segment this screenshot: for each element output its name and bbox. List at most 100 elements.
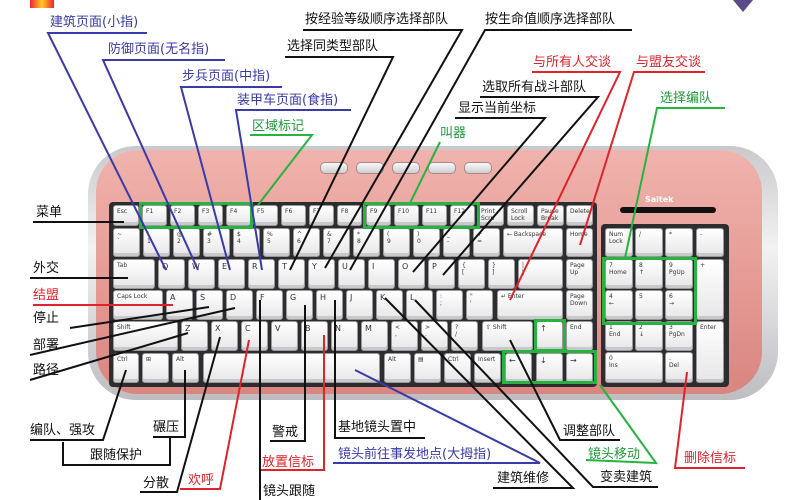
media-button xyxy=(428,162,456,174)
line-talk-all xyxy=(509,71,622,301)
label-sell: 变卖建筑 xyxy=(600,470,653,485)
key[interactable]: * xyxy=(665,228,693,257)
label-place-beacon: 放置信标 xyxy=(262,455,315,470)
key[interactable]: 5 xyxy=(635,290,663,320)
key[interactable]: + xyxy=(696,259,724,320)
line-crush xyxy=(153,370,186,438)
key[interactable]: 8 ↑ xyxy=(635,259,663,289)
key[interactable]: { [ xyxy=(458,259,485,289)
key[interactable]: E xyxy=(218,259,245,289)
key[interactable]: Page Down xyxy=(566,290,593,320)
key[interactable]: K xyxy=(376,290,403,320)
label-menu: 菜单 xyxy=(36,205,63,220)
key[interactable]: ↵ Enter xyxy=(497,290,563,320)
key[interactable]: ~ ` xyxy=(113,228,140,257)
label-repair: 建筑维修 xyxy=(497,471,550,486)
key[interactable]: / xyxy=(635,228,663,257)
key[interactable]: A xyxy=(166,290,193,320)
key[interactable]: " ' xyxy=(466,290,493,320)
key[interactable]: Ctrl xyxy=(444,353,471,383)
label-cheer: 欢呼 xyxy=(188,473,215,488)
key[interactable]: Page Up xyxy=(566,259,593,289)
key[interactable]: V xyxy=(271,321,298,351)
key[interactable]: ⇧ Shift xyxy=(482,321,533,351)
key[interactable]: 2 ↓ xyxy=(635,321,663,351)
key[interactable]: Tab xyxy=(113,259,155,289)
key[interactable]: W xyxy=(188,259,215,289)
key[interactable]: Delete xyxy=(566,205,593,226)
key[interactable]: # 3 xyxy=(203,228,230,257)
line-camera-move xyxy=(585,384,659,465)
label-alliance: 结盟 xyxy=(33,288,60,303)
key[interactable]: G xyxy=(286,290,313,320)
key[interactable]: Scroll Lock xyxy=(507,205,534,226)
key[interactable]: Home xyxy=(566,228,593,257)
brand-logo: Saitek xyxy=(645,195,674,204)
key[interactable]: 4 ← xyxy=(605,290,633,320)
key[interactable]: 9 PgUp xyxy=(665,259,693,289)
line-sell xyxy=(414,299,658,488)
label-crush: 碾压 xyxy=(153,420,180,435)
key[interactable]: ? / xyxy=(451,321,478,351)
key[interactable]: : ; xyxy=(436,290,463,320)
key[interactable]: % 5 xyxy=(263,228,290,257)
label-diplomacy: 外交 xyxy=(33,261,60,276)
key[interactable]: P xyxy=(428,259,455,289)
key[interactable]: F1 xyxy=(142,205,167,226)
key[interactable]: ⊞ xyxy=(142,353,169,383)
key[interactable]: } ] xyxy=(488,259,515,289)
key[interactable]: → xyxy=(566,353,593,383)
key[interactable]: Z xyxy=(181,321,208,351)
key[interactable]: F10 xyxy=(394,205,419,226)
key[interactable]: ▤ xyxy=(414,353,441,383)
key[interactable]: 7 Home xyxy=(605,259,633,289)
key[interactable]: ^ 6 xyxy=(293,228,320,257)
line-guard xyxy=(270,305,306,442)
key[interactable]: I xyxy=(368,259,395,289)
line-place-beacon xyxy=(260,335,325,471)
key[interactable]: Y xyxy=(308,259,335,289)
label-scatter: 分散 xyxy=(143,476,170,491)
indicator-slot xyxy=(620,207,716,213)
key[interactable]: U xyxy=(338,259,365,289)
key[interactable]: T xyxy=(278,259,305,289)
line-path xyxy=(29,332,189,381)
key[interactable]: H xyxy=(316,290,343,320)
key[interactable]: ( 9 xyxy=(383,228,410,257)
key[interactable]: Esc xyxy=(113,205,139,226)
key[interactable]: * 8 xyxy=(353,228,380,257)
key[interactable]: Alt xyxy=(172,353,199,383)
key[interactable]: | \ xyxy=(518,259,563,289)
key[interactable]: 6 → xyxy=(665,290,693,320)
key[interactable]: M xyxy=(361,321,388,351)
key[interactable]: 3 PgDn xyxy=(665,321,693,351)
key[interactable]: . Del xyxy=(665,352,693,383)
key[interactable]: Alt xyxy=(384,353,411,383)
key[interactable]: Ctrl xyxy=(113,353,139,383)
key[interactable]: 0 Ins xyxy=(605,352,663,383)
key[interactable]: + = xyxy=(473,228,500,257)
key[interactable]: F6 xyxy=(281,205,306,226)
label-camera-follow: 镜头跟随 xyxy=(263,484,316,499)
key[interactable]: - xyxy=(696,228,724,257)
key[interactable]: X xyxy=(211,321,238,351)
media-button xyxy=(464,162,492,174)
key[interactable] xyxy=(203,353,380,383)
key[interactable]: 1 End xyxy=(605,321,633,351)
line-stop xyxy=(69,306,210,329)
key[interactable]: ↓ xyxy=(536,353,563,383)
highlight-f9-f12 xyxy=(363,202,480,229)
label-talk-all: 与所有人交谈 xyxy=(533,55,612,70)
key[interactable]: D xyxy=(226,290,253,320)
key[interactable]: Enter xyxy=(696,321,724,383)
key[interactable]: J xyxy=(346,290,373,320)
key[interactable]: C xyxy=(241,321,268,351)
line-select-by-rank xyxy=(303,29,464,269)
key[interactable]: F11 xyxy=(422,205,447,226)
label-delete-beacon: 删除信标 xyxy=(684,451,737,466)
line-group-force xyxy=(30,369,127,441)
line-adjust-units xyxy=(509,339,620,441)
line-talk-allies xyxy=(579,71,705,246)
key[interactable]: Print Scrn xyxy=(477,205,504,226)
label-select-by-health: 按生命值顺序选择部队 xyxy=(485,12,616,27)
